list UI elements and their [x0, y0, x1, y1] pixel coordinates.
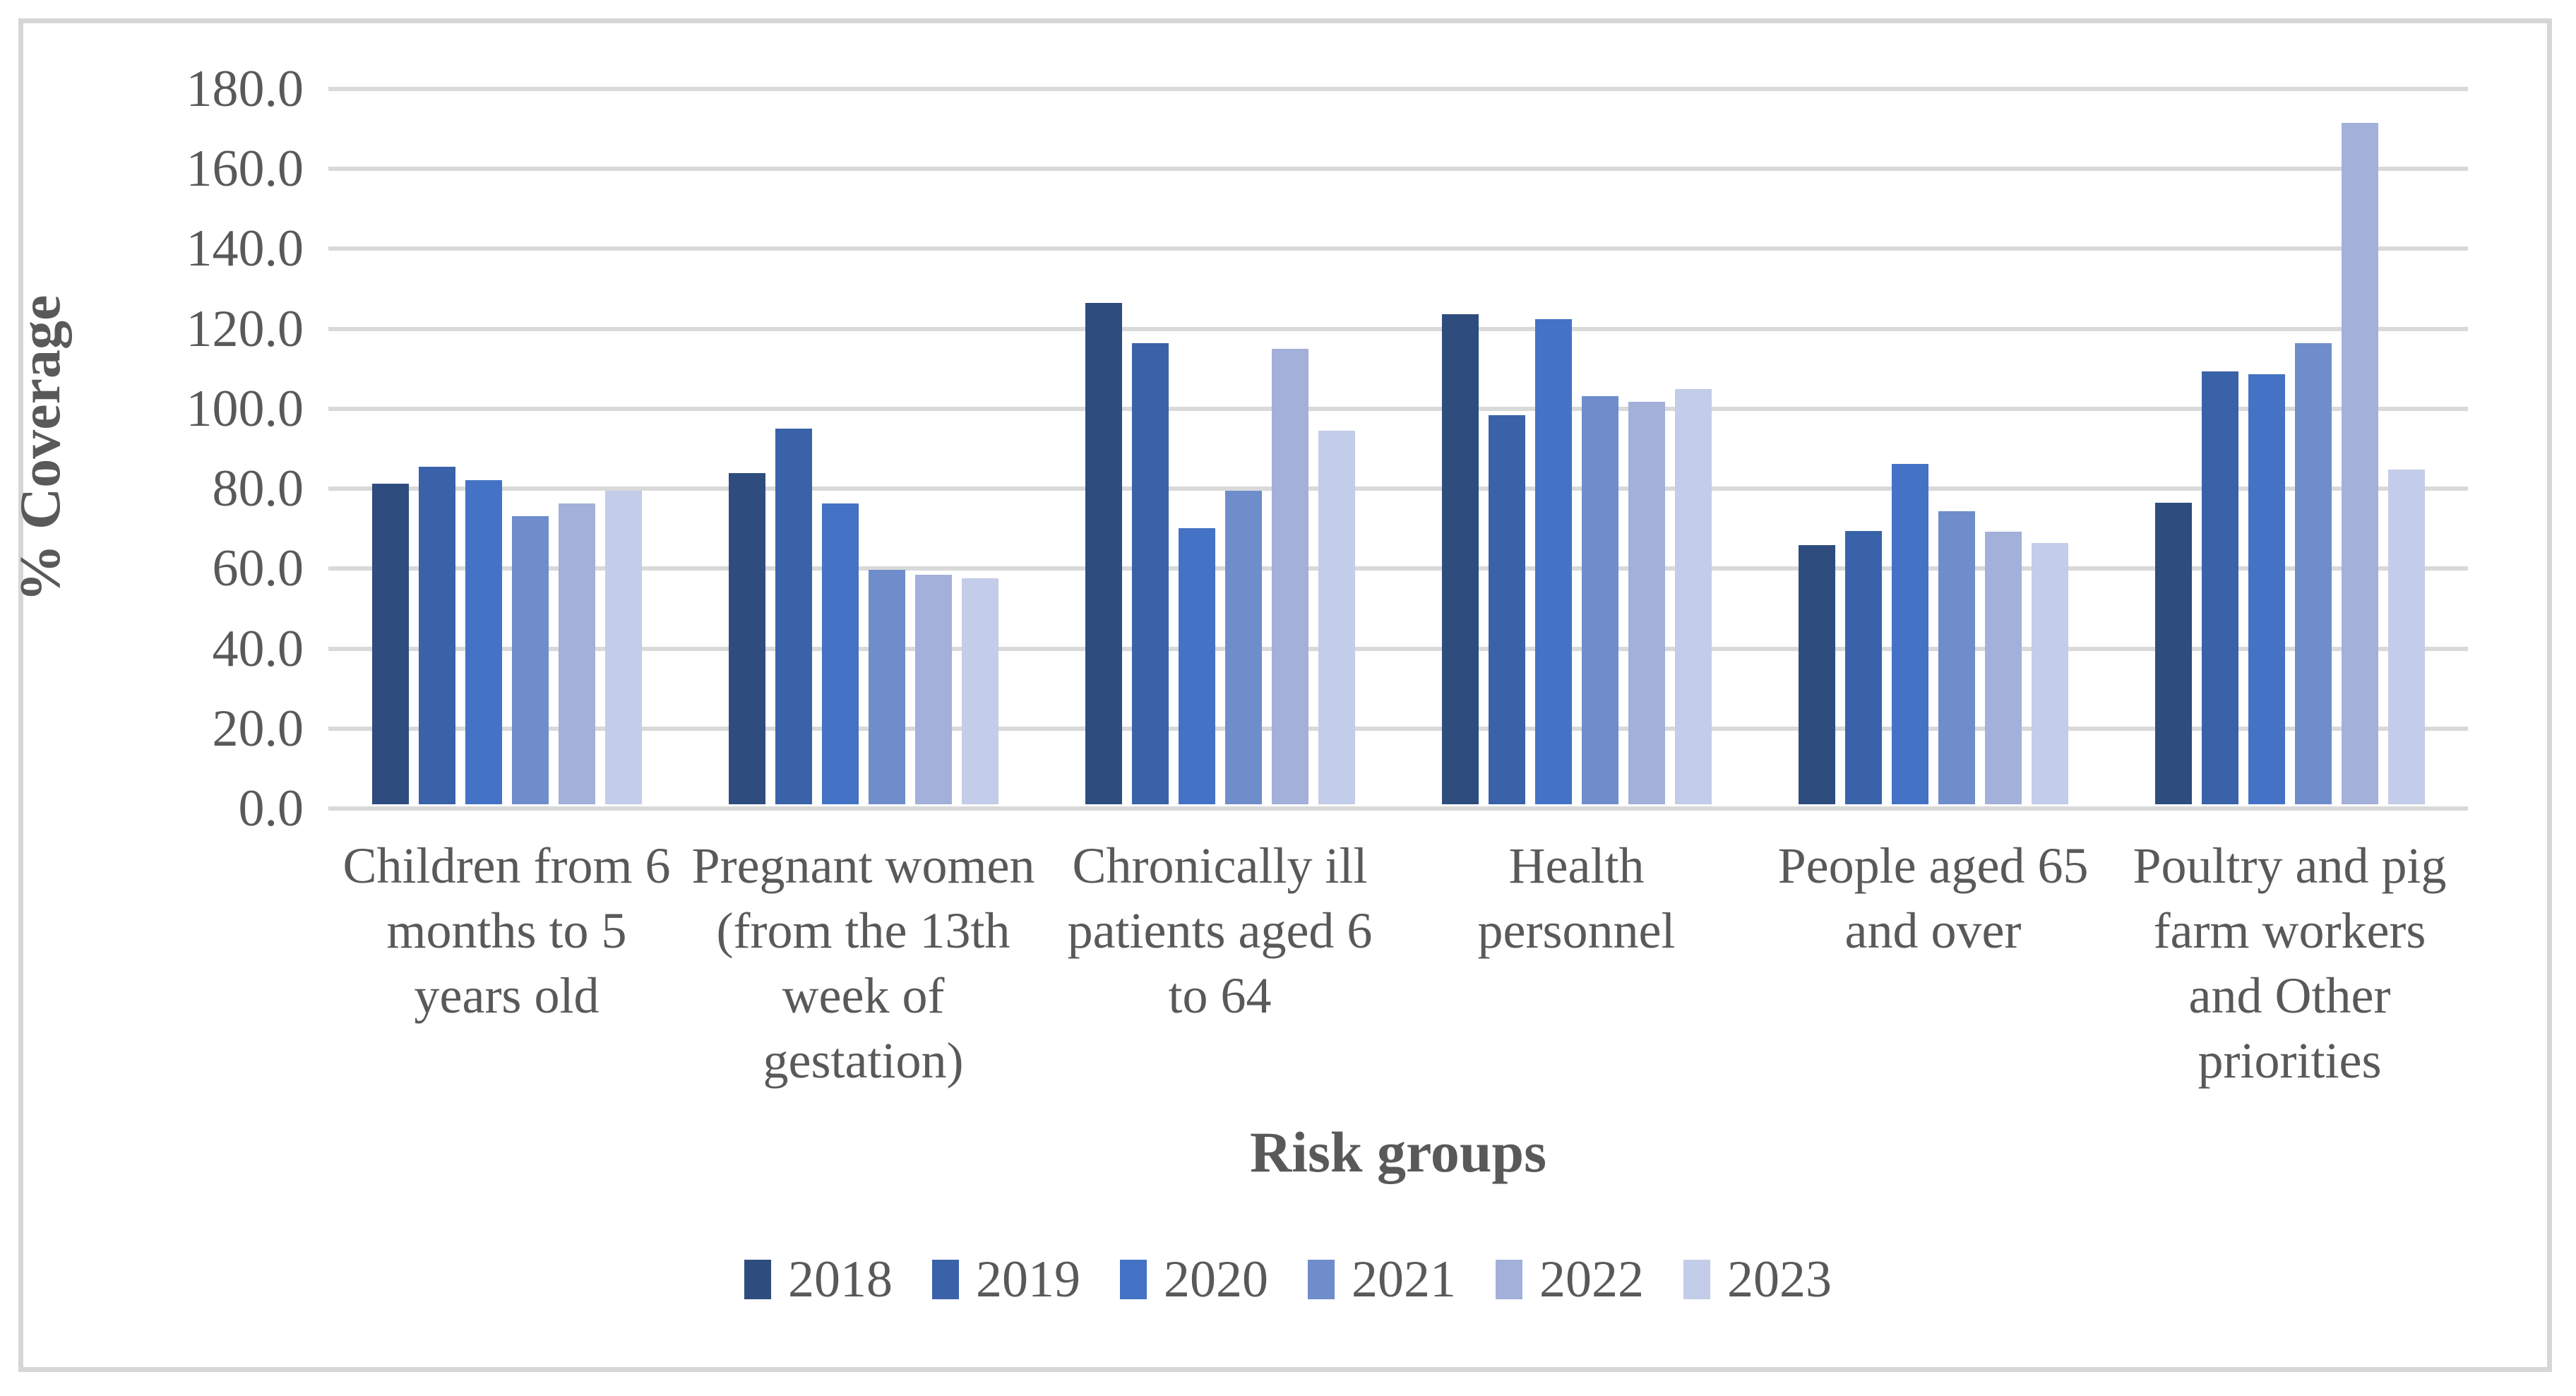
bar-2019-category-1[interactable] [418, 467, 455, 804]
bar-2019-category-2[interactable] [775, 429, 812, 804]
bar-2020-category-4[interactable] [1534, 319, 1572, 804]
legend-marker-2018 [744, 1260, 771, 1299]
gridline-100 [328, 406, 2468, 411]
bar-2023-category-5[interactable] [2031, 543, 2068, 804]
legend-marker-2019 [932, 1260, 959, 1299]
legend-item-2020[interactable]: 2020 [1120, 1253, 1268, 1306]
y-tick-label-100.0: 100.0 [186, 379, 304, 438]
legend-item-2021[interactable]: 2021 [1308, 1253, 1456, 1306]
legend: 2018 2019 2020 2021 2022 2023 [0, 1253, 2576, 1306]
bar-2021-category-6[interactable] [2294, 343, 2332, 804]
gridline-20 [328, 726, 2468, 731]
bar-2021-category-1[interactable] [511, 516, 549, 804]
legend-label-2019: 2019 [976, 1251, 1080, 1308]
legend-label-2018: 2018 [788, 1251, 893, 1308]
gridline-0 [328, 806, 2468, 811]
bar-2023-category-2[interactable] [961, 578, 998, 804]
legend-label-2020: 2020 [1164, 1251, 1268, 1308]
y-tick-label-20.0: 20.0 [212, 699, 304, 758]
legend-label-2023: 2023 [1727, 1251, 1832, 1308]
legend-item-2022[interactable]: 2022 [1496, 1253, 1644, 1306]
bar-2020-category-6[interactable] [2248, 374, 2285, 804]
bar-2021-category-5[interactable] [1938, 511, 1975, 804]
gridline-60 [328, 566, 2468, 571]
y-tick-label-40.0: 40.0 [212, 619, 304, 678]
legend-item-2023[interactable]: 2023 [1683, 1253, 1832, 1306]
bar-2019-category-4[interactable] [1488, 415, 1525, 804]
bar-2020-category-3[interactable] [1178, 528, 1215, 804]
bar-2022-category-2[interactable] [914, 575, 952, 804]
legend-marker-2021 [1308, 1260, 1335, 1299]
bar-2022-category-4[interactable] [1628, 402, 1665, 804]
bar-2021-category-3[interactable] [1224, 491, 1262, 804]
x-axis-title: Risk groups [1249, 1120, 1547, 1184]
category-label-3: Chronically ill patients aged 6 to 64 [1067, 837, 1373, 1024]
bar-2022-category-3[interactable] [1271, 349, 1308, 804]
y-tick-label-120.0: 120.0 [186, 299, 304, 358]
category-label-5: People aged 65 and over [1777, 837, 2089, 959]
category-label-1: Children from 6 months to 5 years old [342, 837, 671, 1024]
bar-2018-category-3[interactable] [1085, 303, 1122, 804]
bar-2021-category-4[interactable] [1581, 396, 1618, 804]
bar-2019-category-5[interactable] [1844, 531, 1882, 804]
bar-2018-category-1[interactable] [371, 484, 409, 804]
bar-2023-category-6[interactable] [2387, 470, 2425, 804]
bar-2021-category-2[interactable] [868, 570, 905, 804]
bar-2018-category-2[interactable] [728, 473, 765, 804]
gridline-160 [328, 167, 2468, 172]
bar-2023-category-1[interactable] [604, 491, 642, 804]
y-tick-label-140.0: 140.0 [186, 220, 304, 278]
category-label-6: Poultry and pig farm workers and Other p… [2133, 837, 2447, 1089]
bar-2023-category-4[interactable] [1674, 389, 1712, 804]
legend-marker-2022 [1496, 1260, 1522, 1299]
y-tick-label-60.0: 60.0 [212, 539, 304, 598]
bar-2019-category-3[interactable] [1131, 343, 1169, 804]
legend-marker-2020 [1120, 1260, 1147, 1299]
legend-item-2019[interactable]: 2019 [932, 1253, 1080, 1306]
y-tick-label-180.0: 180.0 [186, 60, 304, 118]
gridline-140 [328, 246, 2468, 251]
legend-label-2022: 2022 [1539, 1251, 1644, 1308]
bar-2023-category-3[interactable] [1318, 431, 1355, 804]
y-tick-label-0.0: 0.0 [238, 780, 304, 837]
bar-2020-category-5[interactable] [1891, 464, 1928, 804]
plot-area [328, 87, 2468, 811]
gridline-40 [328, 646, 2468, 651]
gridline-80 [328, 487, 2468, 491]
gridline-120 [328, 326, 2468, 331]
y-axis-title: % Coverage [8, 294, 72, 602]
bar-2018-category-6[interactable] [2154, 503, 2192, 804]
bar-2018-category-5[interactable] [1798, 545, 1835, 804]
legend-label-2021: 2021 [1352, 1251, 1456, 1308]
gridline-180 [328, 87, 2468, 91]
bar-2022-category-5[interactable] [1984, 532, 2022, 804]
bar-2022-category-6[interactable] [2341, 123, 2378, 804]
category-label-2: Pregnant women (from the 13th week of ge… [691, 837, 1035, 1089]
bar-2020-category-2[interactable] [821, 503, 859, 804]
category-label-4: Health personnel [1477, 837, 1676, 959]
legend-item-2018[interactable]: 2018 [744, 1253, 893, 1306]
legend-marker-2023 [1683, 1260, 1710, 1299]
bar-2020-category-1[interactable] [465, 480, 502, 804]
bar-2018-category-4[interactable] [1441, 314, 1479, 804]
bar-2019-category-6[interactable] [2201, 371, 2238, 804]
y-tick-label-80.0: 80.0 [212, 460, 304, 518]
bar-2022-category-1[interactable] [558, 503, 595, 804]
y-tick-label-160.0: 160.0 [186, 140, 304, 198]
